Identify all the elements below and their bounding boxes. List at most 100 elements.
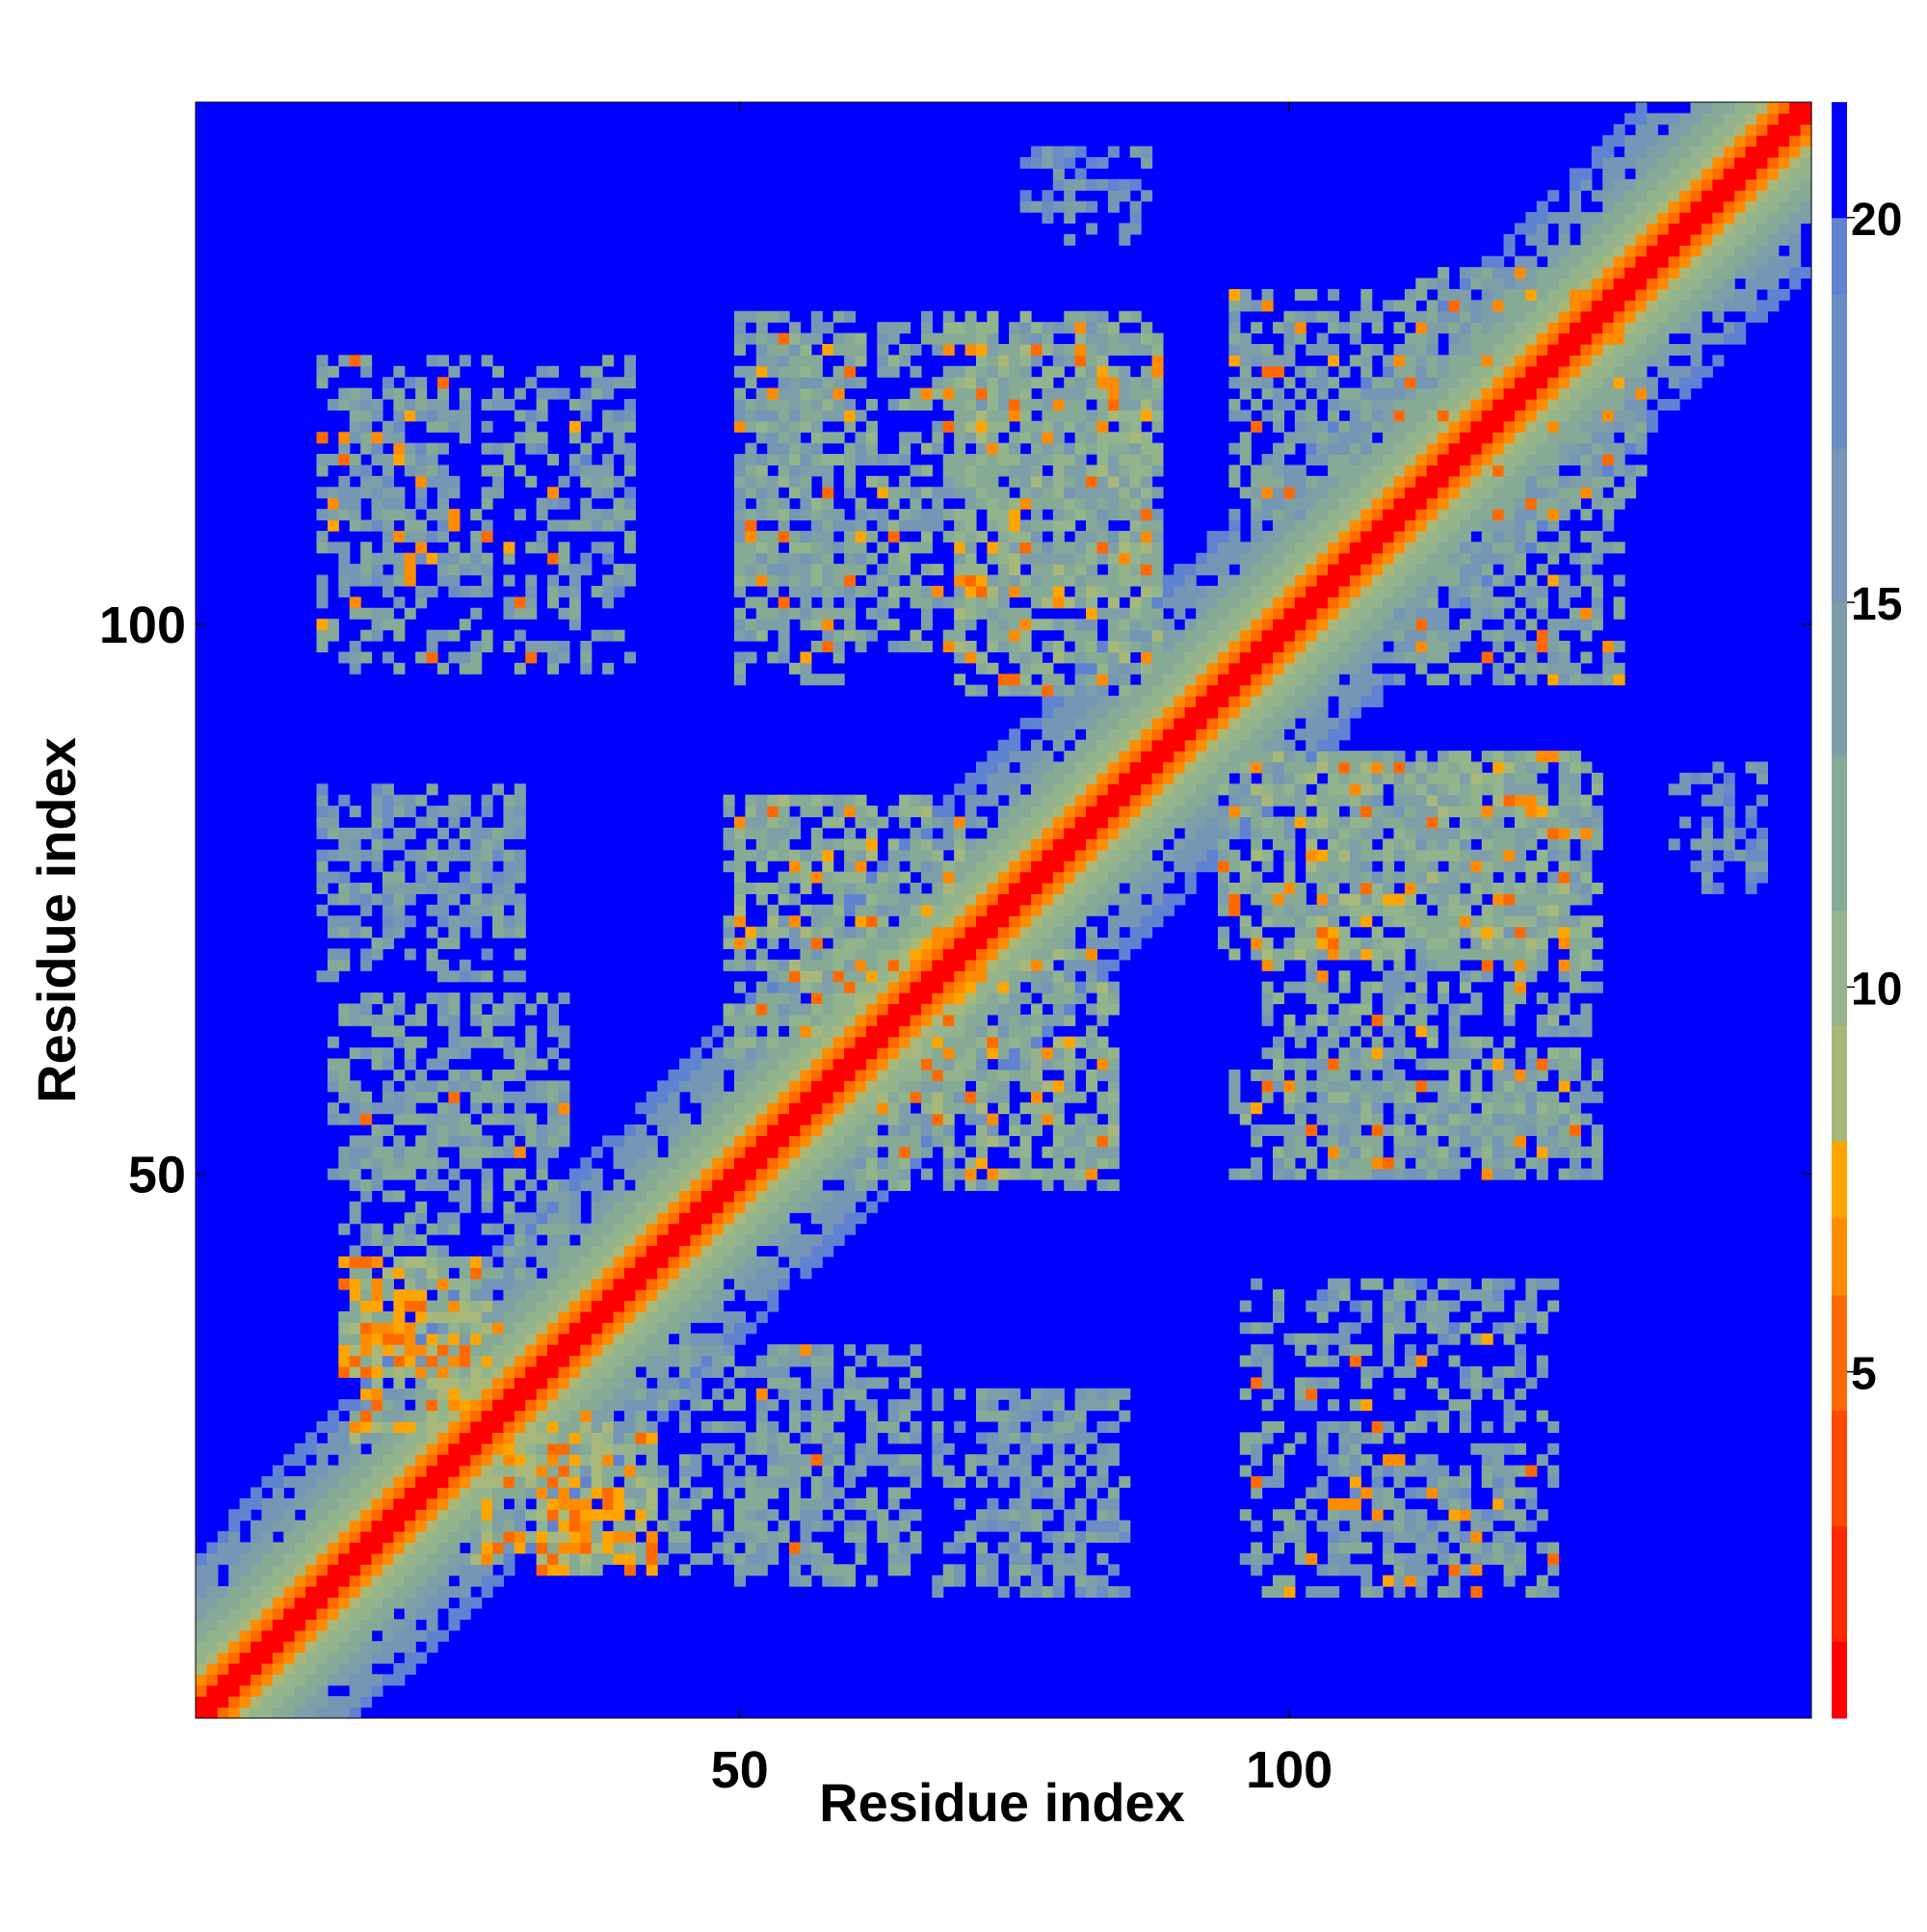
heatmap-cell (1086, 751, 1098, 763)
heatmap-cell (349, 1146, 361, 1158)
heatmap-cell (338, 827, 351, 839)
heatmap-cell (932, 904, 944, 916)
heatmap-cell (360, 1146, 373, 1158)
heatmap-cell (755, 1190, 768, 1203)
heatmap-cell (865, 1168, 878, 1180)
heatmap-cell (657, 1190, 670, 1203)
heatmap-cell (492, 871, 505, 884)
heatmap-cell (228, 1674, 241, 1686)
heatmap-cell (1031, 1168, 1043, 1180)
heatmap-cell (668, 1487, 680, 1499)
heatmap-cell (789, 1388, 802, 1400)
heatmap-cell (987, 1432, 999, 1444)
heatmap-cell (602, 1245, 615, 1257)
heatmap-cell (899, 806, 911, 818)
heatmap-cell (536, 1278, 548, 1290)
heatmap-cell (855, 1355, 867, 1367)
heatmap-cell (767, 1069, 779, 1081)
heatmap-cell (789, 1014, 802, 1026)
heatmap-cell (997, 564, 1010, 576)
heatmap-cell (1096, 552, 1109, 565)
heatmap-cell (525, 1223, 538, 1235)
heatmap-cell (832, 926, 845, 939)
heatmap-cell (426, 1520, 438, 1532)
heatmap-cell (755, 1014, 768, 1026)
heatmap-cell (415, 1652, 428, 1664)
heatmap-cell (789, 1036, 802, 1048)
heatmap-cell (558, 1322, 570, 1335)
heatmap-cell (1042, 1080, 1054, 1093)
heatmap-cell (547, 1310, 560, 1323)
heatmap-cell (975, 838, 988, 851)
heatmap-cell (1031, 1036, 1043, 1048)
heatmap-cell (568, 1542, 581, 1554)
heatmap-cell (591, 1432, 603, 1444)
heatmap-cell (734, 1531, 747, 1544)
heatmap-cell (800, 607, 812, 620)
heatmap-cell (217, 1597, 229, 1609)
heatmap-cell (767, 1003, 779, 1016)
heatmap-cell (393, 1564, 406, 1576)
heatmap-cell (910, 1476, 922, 1489)
heatmap-cell (855, 860, 867, 873)
heatmap-cell (1096, 904, 1109, 916)
heatmap-cell (767, 838, 779, 851)
heatmap-cell (954, 542, 966, 554)
heatmap-cell (436, 410, 449, 422)
heatmap-cell (657, 1365, 670, 1378)
heatmap-cell (1031, 1102, 1043, 1115)
heatmap-cell (1074, 168, 1087, 180)
heatmap-cell (954, 816, 966, 829)
heatmap-cell (712, 1310, 725, 1323)
heatmap-cell (1096, 365, 1109, 378)
heatmap-cell (1042, 157, 1054, 170)
heatmap-cell (470, 893, 483, 906)
heatmap-cell (975, 365, 988, 378)
heatmap-cell (778, 1201, 790, 1213)
heatmap-cell (514, 1310, 526, 1323)
heatmap-cell (1064, 761, 1076, 774)
heatmap-cell (800, 1014, 812, 1026)
heatmap-cell (1074, 849, 1087, 861)
heatmap-cell (415, 519, 428, 532)
heatmap-cell (448, 509, 461, 521)
heatmap-cell (964, 1102, 977, 1115)
heatmap-cell (1107, 882, 1120, 894)
heatmap-cell (877, 1058, 889, 1071)
heatmap-cell (1086, 343, 1098, 356)
heatmap-cell (975, 1091, 988, 1103)
heatmap-cell (810, 827, 823, 839)
heatmap-cell (734, 1080, 747, 1093)
heatmap-cell (1009, 1014, 1021, 1026)
heatmap-cell (1086, 1476, 1098, 1489)
heatmap-cell (481, 497, 493, 510)
heatmap-cell (591, 1344, 603, 1357)
heatmap-cell (997, 530, 1010, 543)
heatmap-cell (448, 1432, 461, 1444)
heatmap-cell (338, 948, 351, 961)
heatmap-cell (536, 1355, 548, 1367)
heatmap-cell (360, 1465, 373, 1477)
heatmap-cell (767, 904, 779, 916)
heatmap-cell (910, 1509, 922, 1522)
heatmap-cell (865, 915, 878, 928)
heatmap-cell (997, 1102, 1010, 1115)
heatmap-cell (767, 1377, 779, 1389)
heatmap-cell (536, 1124, 548, 1136)
heatmap-cell (371, 1597, 383, 1609)
heatmap-cell (382, 1552, 394, 1565)
heatmap-cell (745, 574, 757, 587)
heatmap-cell (623, 1168, 636, 1180)
heatmap-cell (536, 1442, 548, 1455)
heatmap-cell (536, 1520, 548, 1532)
heatmap-cell (371, 1420, 383, 1433)
heatmap-cell (261, 1575, 274, 1587)
heatmap-cell (1107, 696, 1120, 708)
heatmap-cell (887, 1025, 900, 1038)
heatmap-cell (778, 1476, 790, 1489)
heatmap-cell (503, 1355, 515, 1367)
heatmap-cell (997, 1069, 1010, 1081)
heatmap-cell (580, 454, 593, 466)
heatmap-cell (1019, 1080, 1032, 1093)
heatmap-cell (657, 1234, 670, 1247)
